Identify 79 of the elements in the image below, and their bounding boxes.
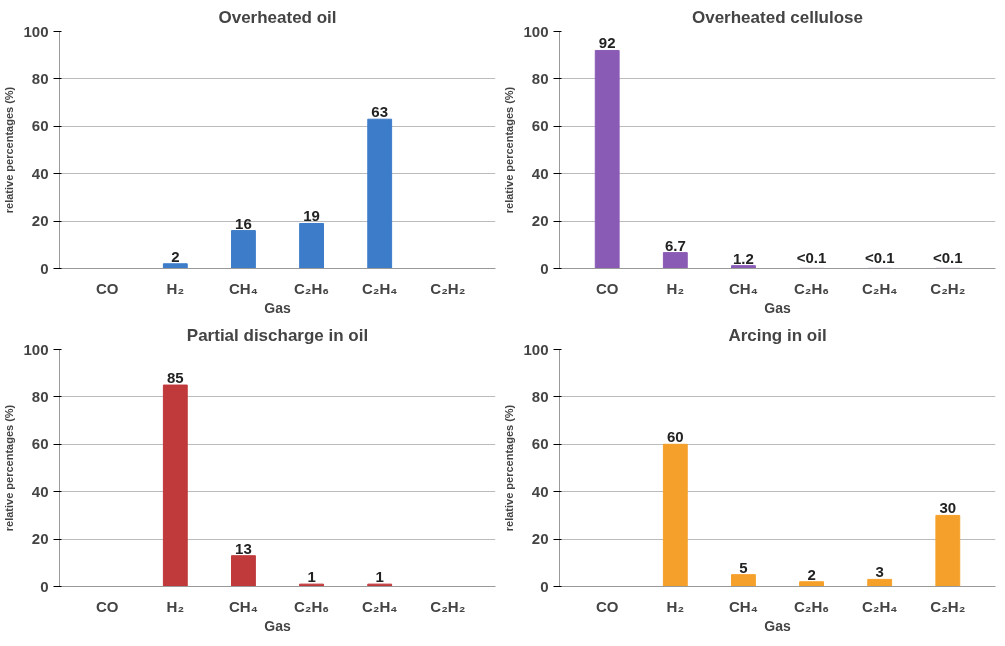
data-label: 3 xyxy=(875,563,884,581)
x-tick-label: C₂H₄ xyxy=(361,597,398,615)
x-tick-label: C₂H₆ xyxy=(793,597,830,615)
y-tick-label: 0 xyxy=(540,259,549,277)
y-tick-label: 20 xyxy=(31,212,49,230)
y-tick-label: 100 xyxy=(23,340,49,358)
data-label: 63 xyxy=(371,103,389,121)
y-tick-label: 0 xyxy=(40,577,49,595)
y-tick-label: 80 xyxy=(31,69,49,87)
y-tick-label: 60 xyxy=(31,117,49,135)
x-axis-title: Gas xyxy=(764,299,791,316)
x-tick-label: C₂H₄ xyxy=(361,279,398,297)
data-label: 16 xyxy=(235,214,252,232)
x-tick-label: H₂ xyxy=(666,597,685,615)
data-label: 5 xyxy=(739,558,748,576)
data-label: 2 xyxy=(807,565,816,583)
data-label: 92 xyxy=(598,34,616,52)
x-tick-label: CO xyxy=(95,279,119,297)
data-label: 60 xyxy=(666,428,684,446)
x-tick-label: C₂H₄ xyxy=(861,279,898,297)
data-label: <0.1 xyxy=(796,249,827,267)
y-tick-label: 100 xyxy=(523,340,549,358)
x-tick-label: C₂H₆ xyxy=(293,279,330,297)
y-tick-label: 100 xyxy=(23,22,49,40)
data-label: 85 xyxy=(166,369,184,387)
data-label: 19 xyxy=(303,207,320,225)
x-tick-label: C₂H₂ xyxy=(930,279,966,297)
y-tick-label: 40 xyxy=(531,164,549,182)
data-label: 1 xyxy=(307,568,316,586)
y-tick-label: 80 xyxy=(531,387,549,405)
y-tick-label: 40 xyxy=(531,482,549,500)
x-tick-label: CH₄ xyxy=(229,279,258,297)
y-axis-title: relative percentages (%) xyxy=(3,404,16,532)
data-label: 1 xyxy=(375,568,384,586)
x-tick-label: C₂H₆ xyxy=(793,279,830,297)
x-axis-title: Gas xyxy=(764,617,791,634)
y-tick-label: 60 xyxy=(531,435,549,453)
chart-title: Partial discharge in oil xyxy=(186,325,369,345)
chart-title: Overheated cellulose xyxy=(691,7,864,27)
data-label: 2 xyxy=(171,247,180,265)
y-tick-label: 40 xyxy=(31,164,49,182)
y-tick-label: 80 xyxy=(531,69,549,87)
y-tick-label: 20 xyxy=(531,212,549,230)
x-tick-label: C₂H₂ xyxy=(430,279,466,297)
y-tick-label: 20 xyxy=(531,530,549,548)
x-tick-label: CH₄ xyxy=(729,279,758,297)
y-tick-label: 100 xyxy=(523,22,549,40)
x-tick-label: CO xyxy=(95,597,119,615)
y-tick-label: 0 xyxy=(40,259,49,277)
x-tick-label: C₂H₆ xyxy=(293,597,330,615)
x-tick-label: C₂H₂ xyxy=(930,597,966,615)
y-tick-label: 40 xyxy=(31,482,49,500)
chart-title: Arcing in oil xyxy=(728,325,827,345)
y-axis-title: relative percentages (%) xyxy=(3,86,16,214)
x-tick-label: CO xyxy=(595,279,619,297)
data-label: 1.2 xyxy=(733,249,754,267)
y-tick-label: 60 xyxy=(31,435,49,453)
y-axis-title: relative percentages (%) xyxy=(503,86,516,214)
x-tick-label: H₂ xyxy=(666,279,685,297)
x-tick-label: H₂ xyxy=(166,597,185,615)
x-tick-label: C₂H₂ xyxy=(430,597,466,615)
y-tick-label: 0 xyxy=(540,577,549,595)
data-label: <0.1 xyxy=(933,249,963,267)
y-tick-label: 80 xyxy=(31,387,49,405)
x-tick-label: H₂ xyxy=(166,279,185,297)
data-label: 6.7 xyxy=(664,236,686,254)
x-axis-title: Gas xyxy=(264,299,291,316)
x-tick-label: C₂H₄ xyxy=(861,597,898,615)
data-label: <0.1 xyxy=(864,249,895,267)
y-tick-label: 60 xyxy=(531,117,549,135)
x-tick-label: CH₄ xyxy=(229,597,258,615)
y-tick-label: 20 xyxy=(31,530,49,548)
x-tick-label: CH₄ xyxy=(729,597,758,615)
y-axis-title: relative percentages (%) xyxy=(503,404,516,532)
x-tick-label: CO xyxy=(595,597,619,615)
chart-title: Overheated oil xyxy=(218,7,337,27)
x-axis-title: Gas xyxy=(264,617,291,634)
data-label: 13 xyxy=(235,539,252,557)
data-label: 30 xyxy=(939,499,957,517)
